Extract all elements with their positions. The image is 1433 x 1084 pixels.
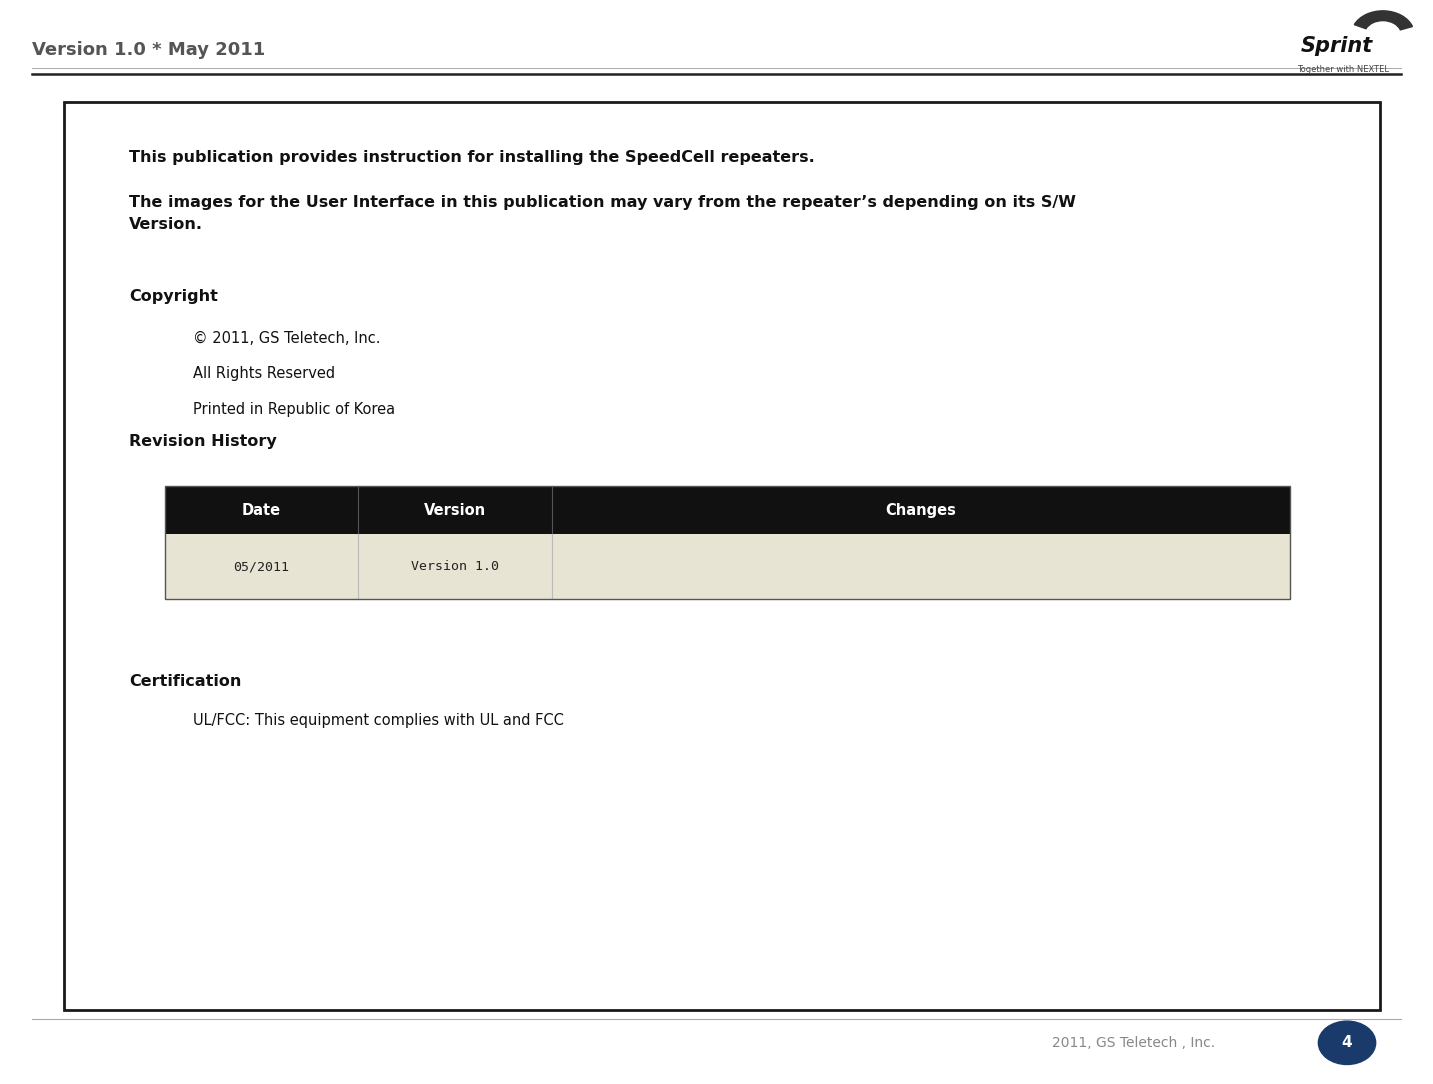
Text: All Rights Reserved: All Rights Reserved bbox=[193, 366, 335, 382]
Circle shape bbox=[1318, 1021, 1376, 1064]
Text: UL/FCC: This equipment complies with UL and FCC: UL/FCC: This equipment complies with UL … bbox=[193, 713, 565, 728]
Text: Version 1.0 * May 2011: Version 1.0 * May 2011 bbox=[32, 41, 265, 60]
Text: Sprint: Sprint bbox=[1301, 36, 1373, 55]
Text: Together with NEXTEL: Together with NEXTEL bbox=[1297, 65, 1389, 74]
Text: 05/2011: 05/2011 bbox=[234, 560, 289, 573]
Bar bbox=[165, 486, 1290, 599]
Text: 2011, GS Teletech , Inc.: 2011, GS Teletech , Inc. bbox=[1052, 1036, 1215, 1049]
Text: Certification: Certification bbox=[129, 674, 241, 689]
Text: Changes: Changes bbox=[886, 503, 956, 517]
Text: Version 1.0: Version 1.0 bbox=[411, 560, 499, 573]
Bar bbox=[165, 534, 1290, 599]
Text: © 2011, GS Teletech, Inc.: © 2011, GS Teletech, Inc. bbox=[193, 331, 381, 346]
Text: Date: Date bbox=[242, 503, 281, 517]
Text: Copyright: Copyright bbox=[129, 289, 218, 305]
FancyBboxPatch shape bbox=[64, 102, 1380, 1010]
Text: 4: 4 bbox=[1341, 1035, 1353, 1050]
Text: Revision History: Revision History bbox=[129, 434, 277, 449]
Bar bbox=[165, 486, 1290, 534]
Wedge shape bbox=[1354, 11, 1413, 30]
Text: Version: Version bbox=[424, 503, 486, 517]
Text: The images for the User Interface in this publication may vary from the repeater: The images for the User Interface in thi… bbox=[129, 195, 1076, 232]
Text: This publication provides instruction for installing the SpeedCell repeaters.: This publication provides instruction fo… bbox=[129, 150, 815, 165]
Text: Printed in Republic of Korea: Printed in Republic of Korea bbox=[193, 402, 396, 417]
